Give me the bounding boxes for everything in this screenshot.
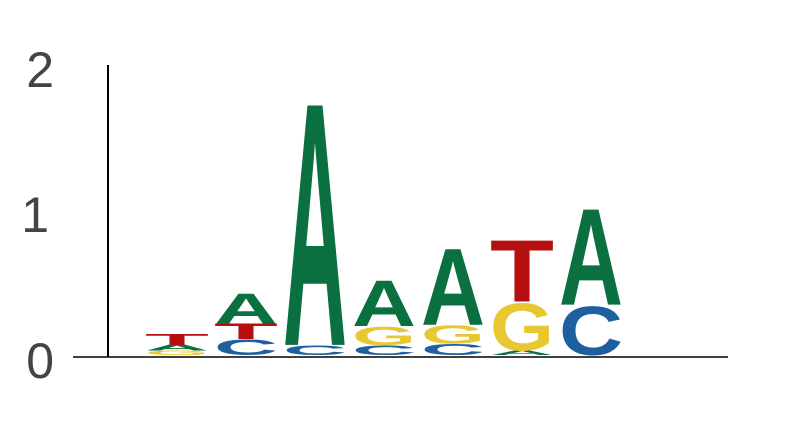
logo-letter-C: C: [559, 292, 623, 370]
logo-position-4: CGA: [352, 266, 416, 358]
logo-letter-C: C: [352, 343, 416, 358]
logo-letter-G: G: [490, 289, 554, 365]
logo-letter-T: T: [490, 222, 554, 321]
logo-position-5: CGA: [421, 227, 485, 359]
logo-letter-C: C: [421, 341, 485, 359]
logo-letter-A: A: [559, 180, 623, 335]
y-tick-label-2: 2: [26, 42, 54, 98]
logo-letter-A: A: [214, 284, 278, 333]
logo-letter-A: A: [283, 30, 347, 419]
logo-position-2: CTA: [214, 284, 278, 360]
logo-letter-A: A: [421, 227, 485, 349]
logo-letter-G: G: [145, 350, 209, 357]
logo-letter-G: G: [421, 320, 485, 349]
y-tick-label-1: 1: [21, 187, 49, 243]
y-tick-label-0: 0: [26, 333, 54, 389]
logo-letter-T: T: [214, 319, 278, 344]
logo-letter-A: A: [352, 266, 416, 340]
logo-position-3: CA: [283, 30, 347, 419]
logo-letter-C: C: [283, 343, 347, 358]
logo-letter-C: C: [214, 335, 278, 360]
logo-letter-A: A: [490, 350, 554, 357]
axes: 2 1 0: [21, 42, 728, 389]
logo-letter-G: G: [352, 321, 416, 350]
logo-position-7: CA: [559, 180, 623, 370]
logo-letter-T: T: [145, 330, 209, 348]
logo-position-1: GAT: [145, 330, 209, 356]
logo-position-6: AGT: [490, 222, 554, 365]
logo-letter-A: A: [145, 344, 209, 353]
